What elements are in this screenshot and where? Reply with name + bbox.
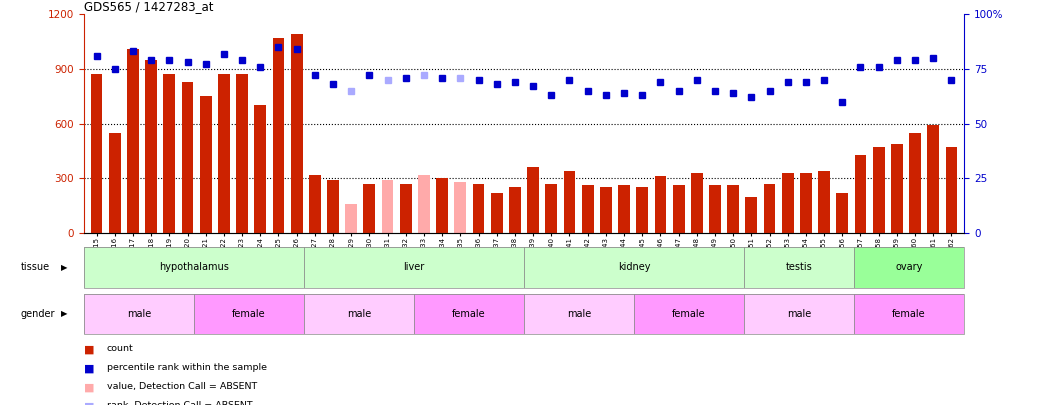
Bar	[582, 185, 593, 233]
Text: female: female	[452, 309, 486, 319]
Bar	[691, 173, 703, 233]
Bar	[84, 294, 194, 334]
Bar	[764, 184, 776, 233]
Bar	[854, 294, 964, 334]
Bar	[673, 185, 684, 233]
Bar	[509, 187, 521, 233]
Bar	[836, 193, 848, 233]
Bar	[744, 294, 854, 334]
Bar	[345, 204, 357, 233]
Bar	[255, 105, 266, 233]
Bar	[599, 187, 612, 233]
Text: value, Detection Call = ABSENT: value, Detection Call = ABSENT	[107, 382, 257, 391]
Bar	[727, 185, 739, 233]
Bar	[818, 171, 830, 233]
Bar	[524, 294, 634, 334]
Bar	[163, 75, 175, 233]
Bar	[436, 178, 449, 233]
Bar	[146, 60, 157, 233]
Bar	[527, 167, 539, 233]
Bar	[304, 247, 524, 288]
Text: ▶: ▶	[61, 309, 67, 318]
Bar	[854, 247, 964, 288]
Text: female: female	[672, 309, 706, 319]
Text: testis: testis	[786, 262, 812, 272]
Bar	[618, 185, 630, 233]
Bar	[381, 180, 393, 233]
Bar	[545, 184, 558, 233]
Bar	[854, 154, 867, 233]
Bar	[709, 185, 721, 233]
Bar	[873, 147, 885, 233]
Text: GDS565 / 1427283_at: GDS565 / 1427283_at	[84, 0, 214, 13]
Bar	[91, 75, 103, 233]
Bar	[782, 173, 793, 233]
Text: kidney: kidney	[617, 262, 651, 272]
Text: ■: ■	[84, 382, 94, 392]
Bar	[84, 247, 304, 288]
Bar	[745, 197, 758, 233]
Text: male: male	[347, 309, 371, 319]
Bar	[327, 180, 339, 233]
Text: tissue: tissue	[21, 262, 50, 272]
Text: male: male	[787, 309, 811, 319]
Bar	[634, 294, 744, 334]
Bar	[309, 175, 321, 233]
Text: female: female	[232, 309, 266, 319]
Text: ■: ■	[84, 363, 94, 373]
Text: hypothalamus: hypothalamus	[159, 262, 228, 272]
Bar	[181, 81, 194, 233]
Bar	[218, 75, 230, 233]
Text: count: count	[107, 344, 134, 353]
Bar	[473, 184, 484, 233]
Text: female: female	[892, 309, 926, 319]
Bar	[200, 96, 212, 233]
Text: ■: ■	[84, 344, 94, 354]
Text: ovary: ovary	[895, 262, 923, 272]
Bar	[524, 247, 744, 288]
Bar	[455, 182, 466, 233]
Text: male: male	[127, 309, 151, 319]
Bar	[564, 171, 575, 233]
Bar	[744, 247, 854, 288]
Bar	[909, 133, 921, 233]
Bar	[800, 173, 812, 233]
Bar	[304, 294, 414, 334]
Bar	[272, 38, 284, 233]
Text: male: male	[567, 309, 591, 319]
Text: gender: gender	[21, 309, 56, 319]
Bar	[891, 144, 902, 233]
Text: rank, Detection Call = ABSENT: rank, Detection Call = ABSENT	[107, 401, 253, 405]
Bar	[418, 175, 430, 233]
Bar	[945, 147, 957, 233]
Bar	[364, 184, 375, 233]
Text: ▶: ▶	[61, 263, 67, 272]
Text: ■: ■	[84, 401, 94, 405]
Bar	[490, 193, 503, 233]
Bar	[400, 184, 412, 233]
Bar	[236, 75, 248, 233]
Text: percentile rank within the sample: percentile rank within the sample	[107, 363, 267, 372]
Bar	[290, 34, 303, 233]
Bar	[109, 133, 121, 233]
Bar	[655, 177, 667, 233]
Bar	[636, 187, 648, 233]
Bar	[414, 294, 524, 334]
Bar	[194, 294, 304, 334]
Text: liver: liver	[403, 262, 424, 272]
Bar	[127, 49, 138, 233]
Bar	[927, 125, 939, 233]
